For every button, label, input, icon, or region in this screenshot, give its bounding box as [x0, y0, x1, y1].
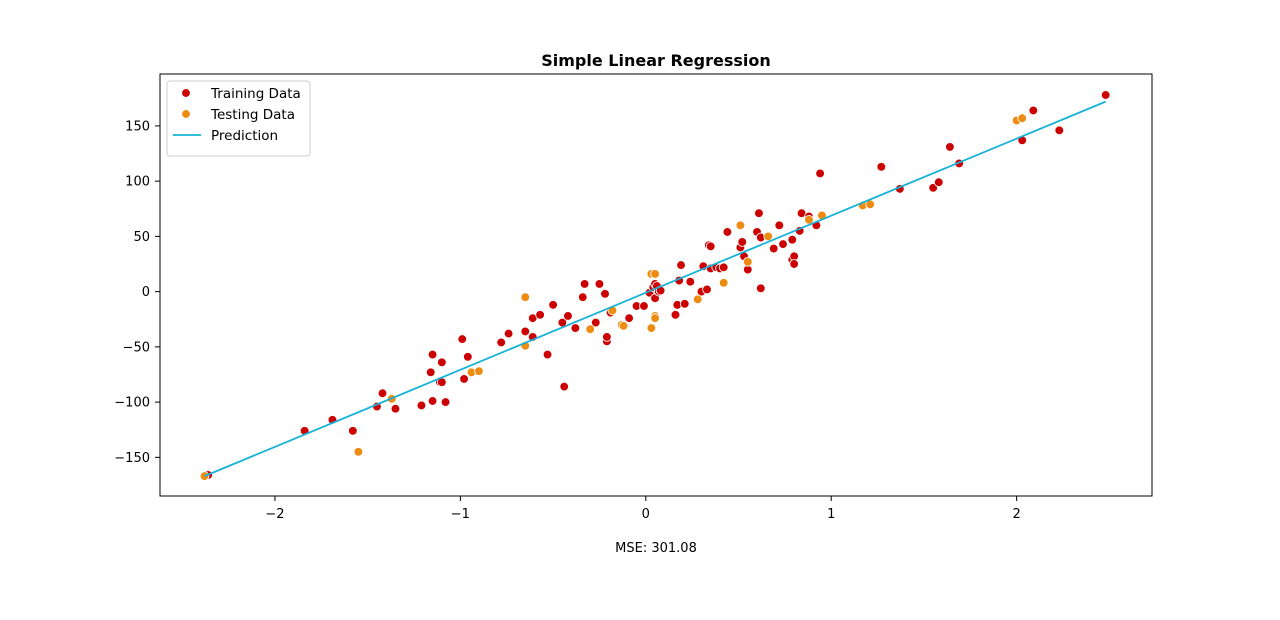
training-point-14: [440, 397, 451, 407]
y-tick-label-1: −100: [114, 396, 150, 411]
training-point-20: [520, 326, 531, 337]
y-tick-label-0: −150: [114, 451, 150, 466]
training-point-56: [702, 284, 712, 295]
testing-point-18: [735, 220, 746, 231]
axes: −2 −1 0 1 2 −150 −100 −50 0 50 100 150: [114, 73, 1153, 522]
testing-point-7: [585, 324, 596, 335]
training-point-6: [390, 403, 401, 414]
testing-point-10: [618, 321, 629, 331]
training-point-58: [705, 241, 716, 252]
training-point-62: [718, 262, 729, 273]
training-point-25: [548, 300, 558, 310]
training-point-51: [676, 260, 686, 270]
training-point-63: [722, 227, 733, 237]
training-point-31: [579, 279, 590, 289]
testing-point-16: [692, 294, 703, 305]
training-point-40: [639, 301, 649, 311]
training-point-53: [685, 276, 696, 287]
training-point-69: [754, 208, 764, 219]
x-tick-label-1: −1: [451, 507, 470, 522]
x-tick-label-0: −2: [265, 507, 284, 522]
training-point-18: [496, 337, 507, 348]
training-point-19: [503, 328, 514, 339]
training-point-91: [1028, 105, 1039, 116]
testing-point-11: [646, 323, 657, 333]
legend-box: [166, 80, 311, 157]
legend-marker-0: [181, 88, 191, 98]
training-point-12: [436, 357, 447, 368]
testing-point-20: [763, 231, 774, 242]
training-point-92: [1054, 125, 1065, 136]
legend-label-1: Testing Data: [210, 107, 295, 123]
legend-marker-1: [181, 109, 191, 119]
training-point-5: [377, 388, 388, 399]
x-tick-label-4: 2: [1013, 507, 1021, 522]
training-point-9: [427, 349, 438, 360]
training-point-8: [425, 367, 436, 378]
training-point-83: [815, 168, 825, 179]
legend: Training Data Testing Data Prediction: [166, 80, 311, 157]
training-point-87: [933, 177, 944, 188]
y-tick-label-2: −50: [123, 340, 150, 355]
prediction-line: [204, 100, 1106, 477]
training-point-84: [876, 161, 887, 172]
training-point-38: [624, 313, 634, 323]
y-tick-label-3: 0: [142, 285, 150, 300]
y-tick-label-4: 50: [133, 230, 150, 245]
training-point-52: [679, 298, 690, 309]
testing-point-15: [650, 313, 660, 323]
training-point-7: [416, 400, 427, 411]
training-point-23: [535, 309, 545, 320]
training-point-48: [670, 309, 681, 320]
y-tick-label-6: 150: [125, 119, 150, 134]
training-point-34: [600, 288, 610, 299]
training-point-28: [563, 311, 573, 321]
y-tick-label-5: 100: [125, 175, 150, 190]
testing-point-17: [718, 277, 729, 288]
training-point-29: [570, 323, 581, 333]
x-tick-label-3: 1: [827, 507, 835, 522]
training-point-3: [347, 425, 358, 436]
plot-area: [199, 90, 1111, 481]
training-point-71: [755, 283, 766, 294]
training-point-32: [590, 317, 601, 328]
training-point-16: [459, 374, 469, 384]
training-point-73: [774, 220, 785, 231]
training-point-72: [768, 243, 779, 254]
chart-title: Simple Linear Regression: [541, 51, 771, 70]
mse-readout: MSE: 301.08: [615, 541, 697, 556]
training-point-24: [542, 349, 553, 360]
testing-point-26: [1017, 113, 1028, 124]
training-point-88: [945, 142, 955, 152]
testing-point-6: [520, 292, 531, 303]
training-point-10: [427, 396, 438, 406]
testing-point-19: [742, 256, 753, 267]
training-point-74: [778, 239, 788, 249]
training-point-15: [457, 334, 468, 344]
testing-point-1: [353, 446, 364, 457]
training-point-27: [559, 381, 570, 392]
training-point-30: [577, 292, 588, 303]
training-point-36: [602, 332, 612, 342]
training-point-75: [787, 234, 798, 245]
testing-point-13: [650, 269, 660, 279]
training-point-65: [737, 237, 748, 247]
x-tick-label-2: 0: [642, 507, 650, 522]
legend-label-2: Prediction: [211, 128, 278, 144]
training-point-93: [1100, 90, 1111, 100]
training-point-17: [462, 351, 473, 362]
plot-frame: [159, 73, 1153, 497]
testing-point-4: [474, 366, 484, 377]
training-point-78: [789, 259, 799, 269]
legend-label-0: Training Data: [210, 86, 301, 102]
training-point-33: [594, 279, 605, 289]
